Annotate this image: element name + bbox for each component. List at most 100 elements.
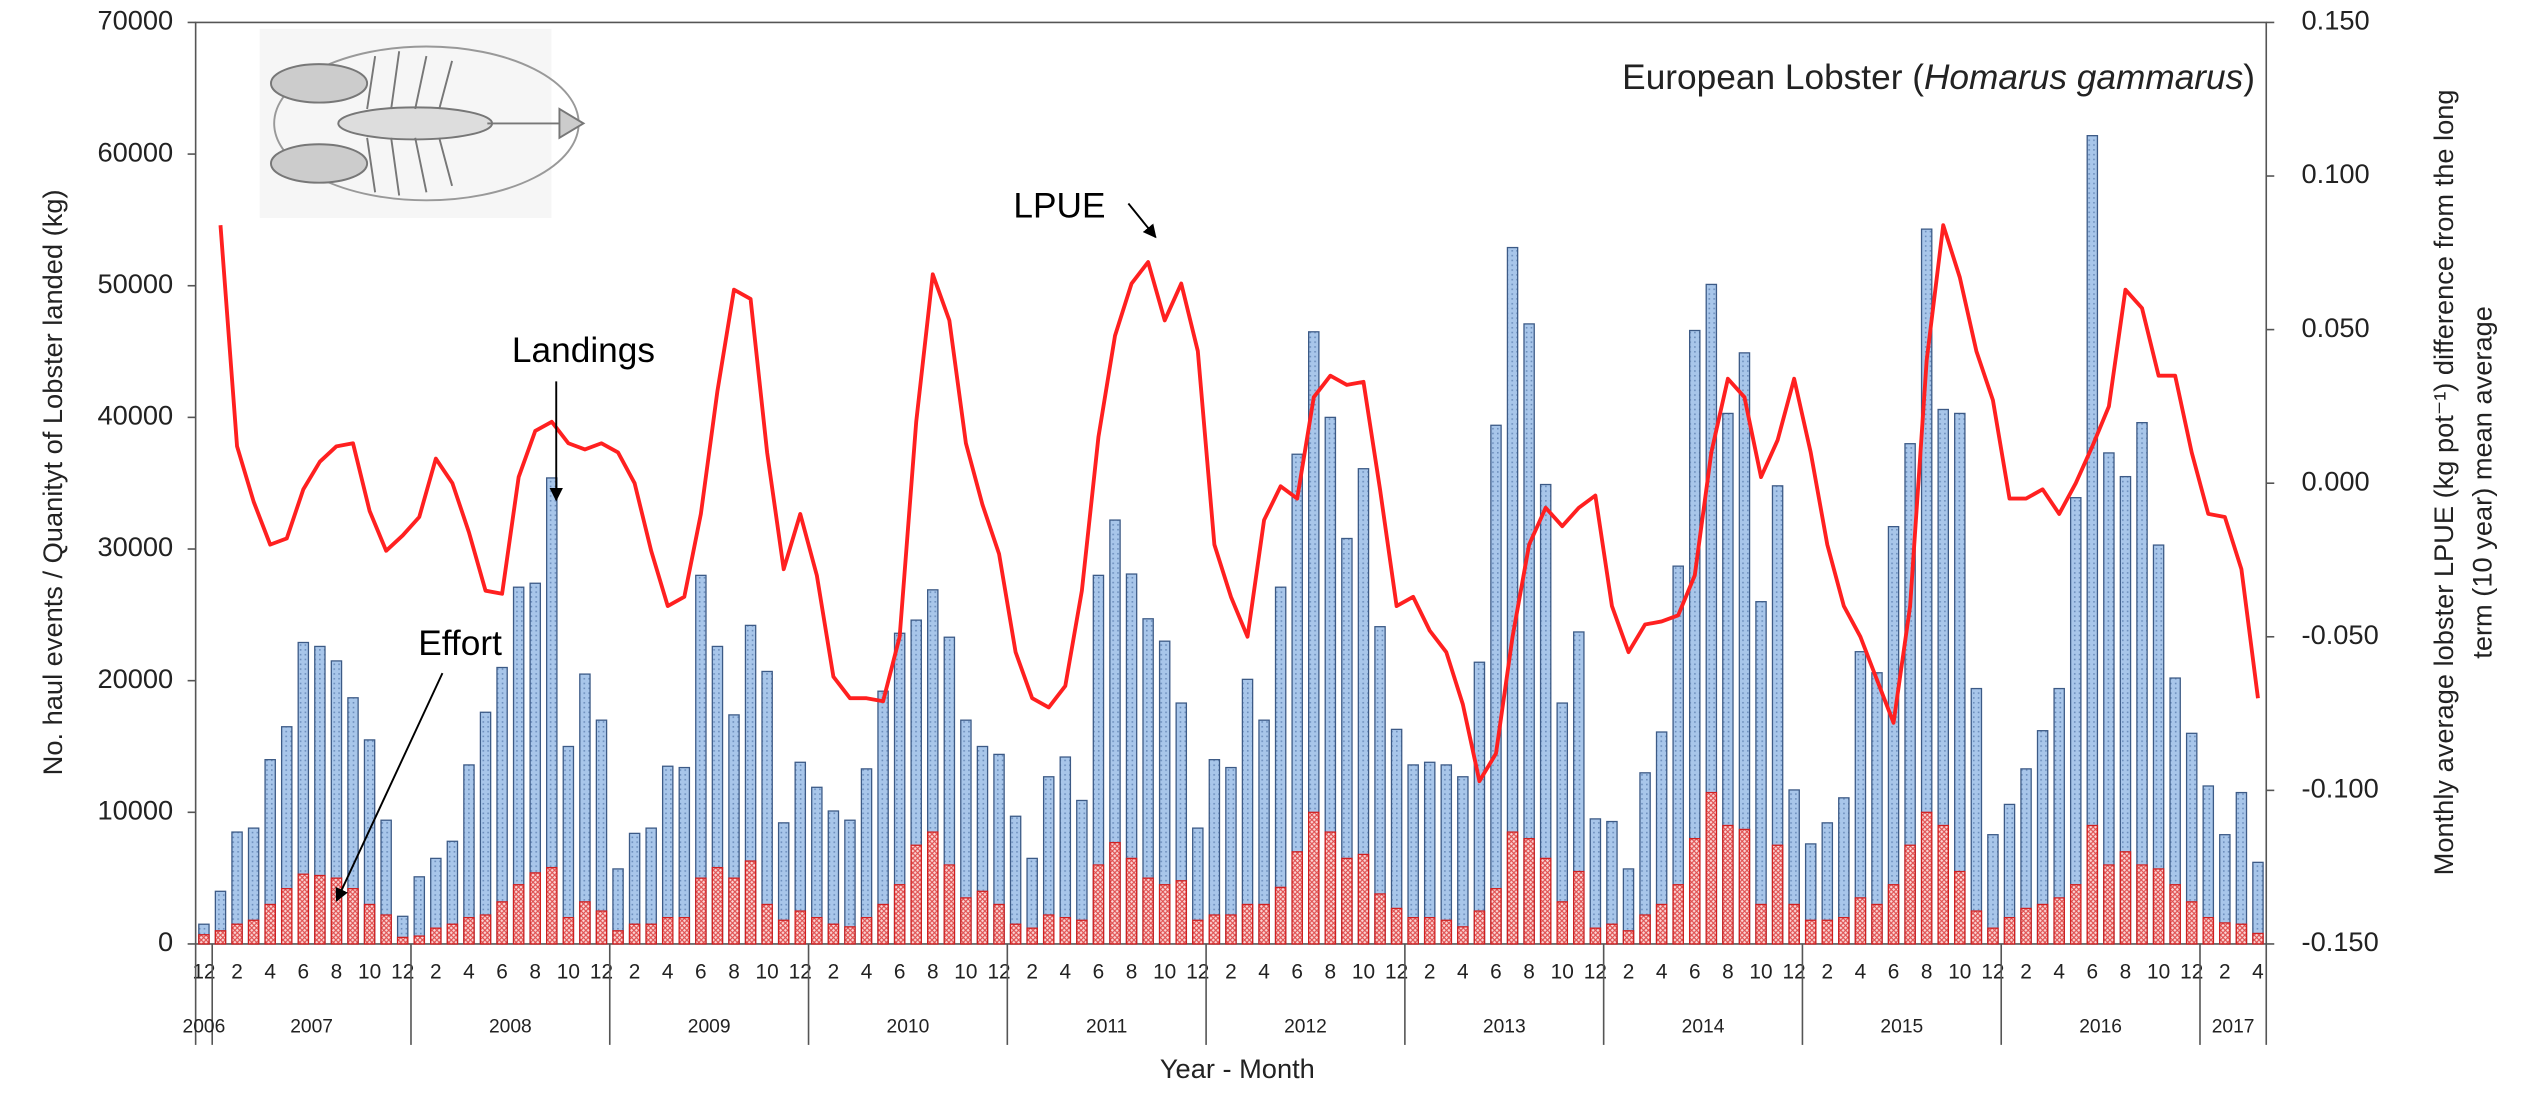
effort-bar [994,904,1004,943]
x-tick-label: 10 [557,960,580,983]
effort-bar [2071,885,2081,944]
effort-bar [779,920,789,944]
x-tick-label: 6 [695,960,707,983]
effort-bar [762,904,772,943]
effort-bar [1623,931,1633,944]
x-tick-label: 8 [2120,960,2132,983]
effort-bar [1309,812,1319,944]
x-tick-label: 2 [2219,960,2231,983]
effort-bar [1690,839,1700,944]
landings-bar [2236,793,2246,944]
x-tick-label: 2 [1026,960,1038,983]
x-tick-label: 10 [1153,960,1176,983]
effort-bar [1160,885,1170,944]
landings-bar [480,712,490,944]
effort-bar [2153,869,2163,944]
landings-bar [1888,527,1898,944]
landings-bar [1060,757,1070,944]
effort-bar [2187,902,2197,944]
x-tick-label: 8 [331,960,343,983]
x-tick-label: 2 [430,960,442,983]
y2-axis-label: term (10 year) mean average [2466,306,2497,659]
effort-bar [1988,928,1998,944]
effort-bar [414,936,424,944]
landings-bar [2087,136,2097,944]
effort-bar [2004,918,2014,944]
landings-bar [414,877,424,944]
y2-tick-label: -0.150 [2302,926,2379,957]
x-tick-label: 8 [728,960,740,983]
landings-bar [1971,689,1981,944]
y2-tick-label: -0.100 [2302,773,2379,804]
effort-bar [663,918,673,944]
effort-bar [2104,865,2114,944]
effort-bar [1292,852,1302,944]
effort-bar [1657,904,1667,943]
x-tick-label: 10 [954,960,977,983]
effort-bar [1507,832,1517,944]
y-tick-label: 50000 [97,268,173,299]
effort-bar [2203,918,2213,944]
effort-bar [845,927,855,944]
effort-bar [514,885,524,944]
x-tick-label: 4 [2053,960,2065,983]
effort-bar [2253,933,2263,944]
effort-bar [745,861,755,944]
x-tick-label: 10 [358,960,381,983]
effort-bar [1772,845,1782,944]
landings-bar [1955,413,1965,944]
effort-bar [878,904,888,943]
effort-bar [530,873,540,944]
x-tick-label: 2 [1225,960,1237,983]
chart-title: European Lobster (Homarus gammarus) [1622,58,2255,97]
x-tick-label: 8 [1325,960,1337,983]
effort-bar [696,878,706,944]
x-tick-label: 10 [1948,960,1971,983]
landings-bar [1872,673,1882,944]
landings-bar [845,820,855,944]
effort-bar [381,915,391,944]
effort-bar [248,920,258,944]
effort-bar [1822,920,1832,944]
title-part: European Lobster ( [1622,58,1924,97]
effort-bar [2170,885,2180,944]
year-label: 2015 [1880,1016,1923,1037]
effort-bar [1491,889,1501,944]
landings-bar [1590,819,1600,944]
x-tick-label: 8 [927,960,939,983]
y-tick-label: 10000 [97,795,173,826]
x-tick-label: 4 [463,960,475,983]
landings-bar [563,746,573,943]
effort-bar [447,924,457,944]
effort-bar [1325,832,1335,944]
x-tick-label: 8 [1722,960,1734,983]
y-tick-label: 40000 [97,400,173,431]
effort-bar [1458,927,1468,944]
effort-bar [729,878,739,944]
y2-axis-label: Monthly average lobster LPUE (kg pot⁻¹) … [2428,89,2459,875]
effort-bar [2021,908,2031,944]
title-part: Homarus gammarus [1924,58,2243,97]
effort-bar [1607,924,1617,944]
x-tick-label: 10 [2147,960,2170,983]
y-tick-label: 30000 [97,531,173,562]
effort-bar [1027,928,1037,944]
effort-bar [1855,898,1865,944]
effort-bar [497,902,507,944]
effort-bar [331,878,341,944]
effort-bar [580,902,590,944]
effort-bar [232,924,242,944]
effort-bar [1077,920,1087,944]
x-tick-label: 6 [1291,960,1303,983]
title-part: ) [2243,58,2255,97]
year-label: 2013 [1483,1016,1526,1037]
x-tick-label: 8 [1126,960,1138,983]
year-label: 2014 [1682,1016,1725,1037]
effort-bar [265,904,275,943]
effort-bar [1408,918,1418,944]
x-tick-label: 2 [629,960,641,983]
year-label: 2016 [2079,1016,2122,1037]
effort-bar [431,928,441,944]
effort-bar [1010,924,1020,944]
effort-bar [1723,825,1733,943]
